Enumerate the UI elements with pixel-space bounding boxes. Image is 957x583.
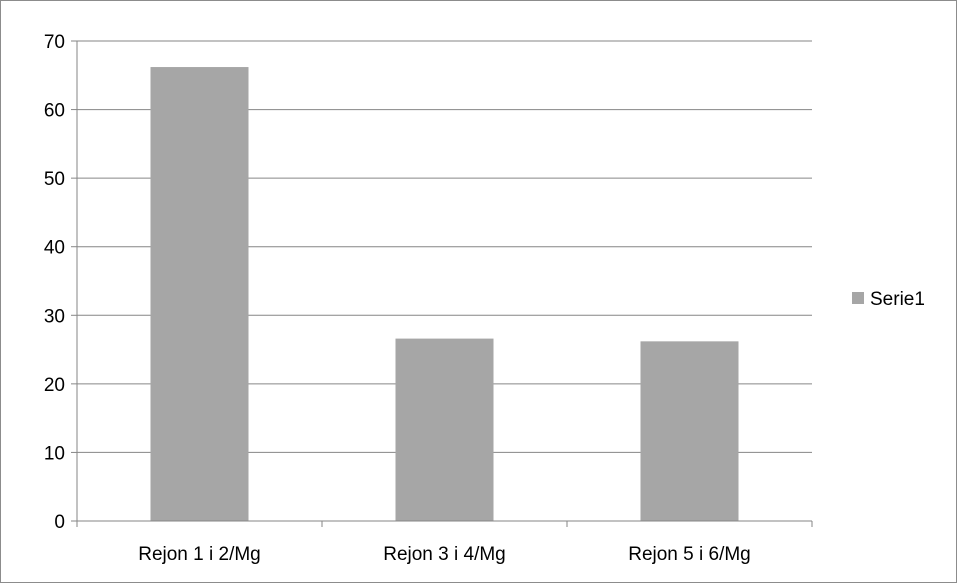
y-tick-label: 10 [44, 443, 65, 464]
y-tick-label: 50 [44, 169, 65, 190]
axes [71, 40, 813, 527]
y-tick-label: 40 [44, 238, 65, 259]
bar-2 [395, 338, 494, 521]
y-tick-label: 30 [44, 306, 65, 327]
y-tick-label: 60 [44, 101, 65, 122]
bars [150, 67, 739, 522]
y-tick-label: 20 [44, 375, 65, 396]
x-tick-label: Rejon 3 i 4/Mg [383, 544, 506, 565]
x-tick-label: Rejon 1 i 2/Mg [138, 544, 261, 565]
x-tick-label: Rejon 5 i 6/Mg [628, 544, 751, 565]
legend: Serie1 [852, 289, 925, 310]
x-axis-tick-labels: Rejon 1 i 2/Mg Rejon 3 i 4/Mg Rejon 5 i 6/… [138, 544, 751, 565]
legend-label-serie1: Serie1 [870, 289, 925, 310]
bar-1 [150, 67, 249, 522]
legend-swatch [852, 292, 864, 304]
bar-3 [640, 341, 739, 521]
y-tick-label: 0 [54, 512, 65, 533]
y-tick-label: 70 [44, 32, 65, 53]
y-axis-tick-labels: 0 10 20 30 40 50 60 70 [44, 32, 65, 533]
